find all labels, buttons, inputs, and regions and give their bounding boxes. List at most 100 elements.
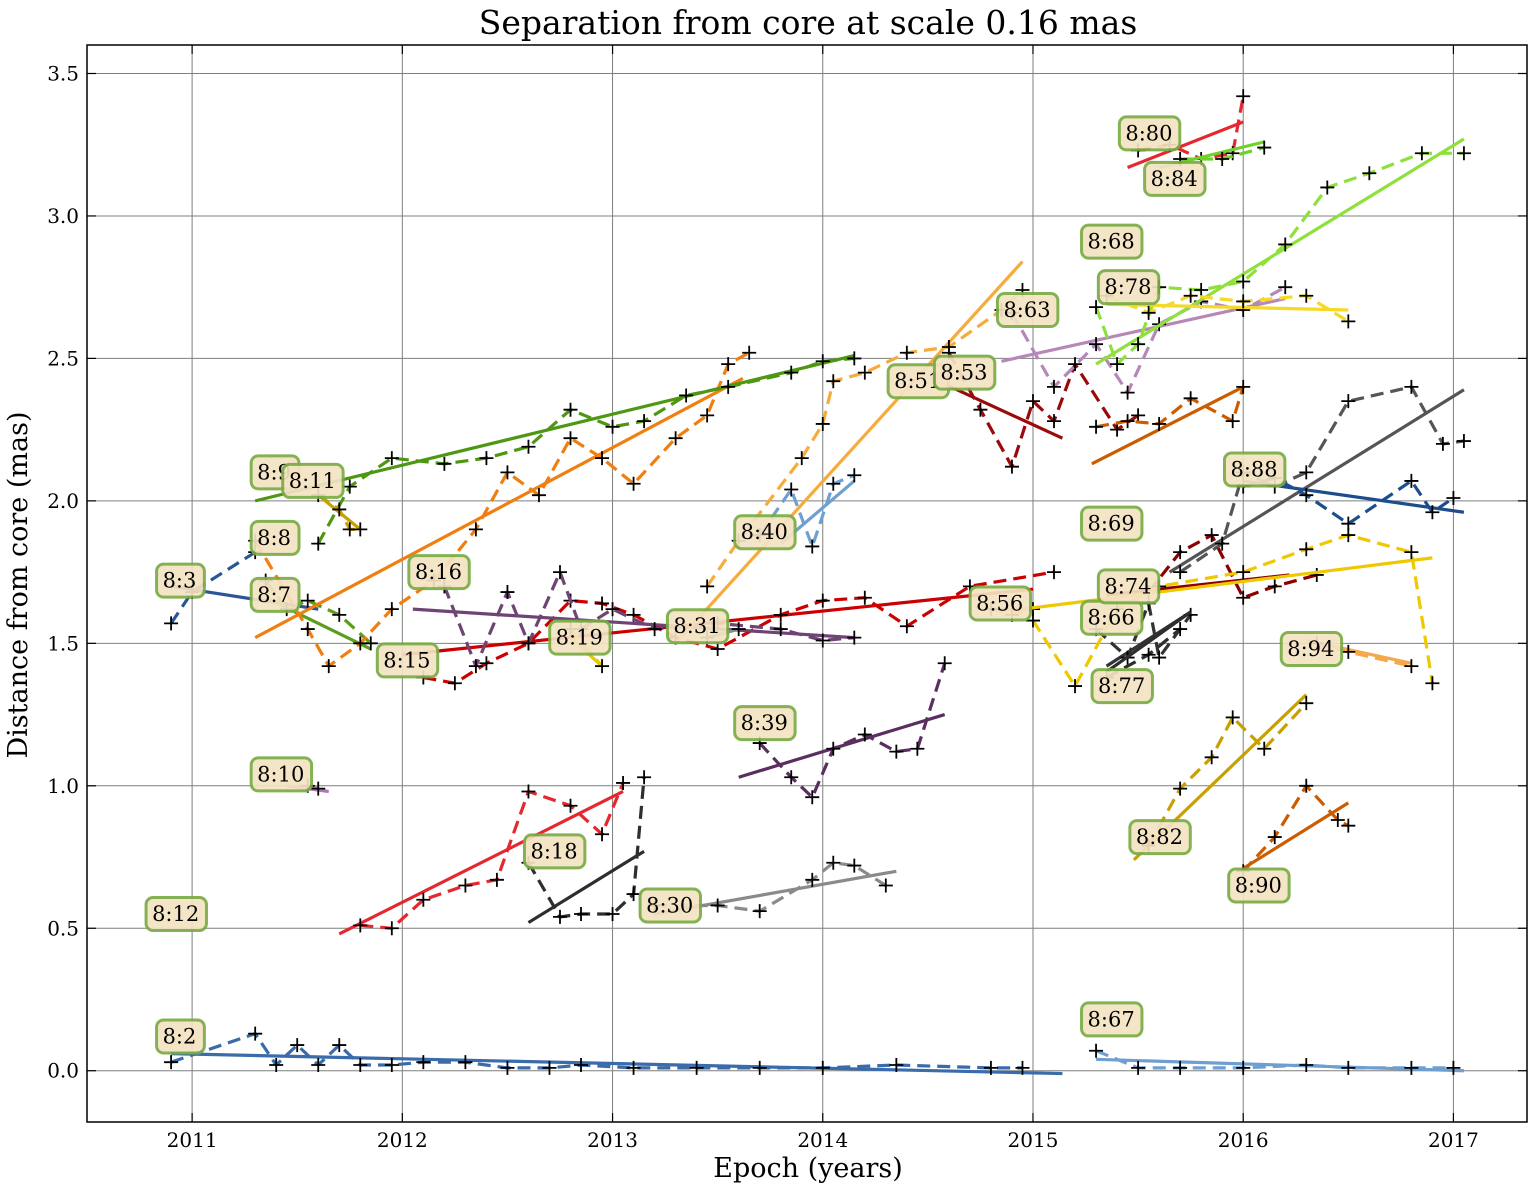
- series-label-box: [1117, 115, 1182, 152]
- data-point-marker: [321, 659, 336, 674]
- x-tick-label: 2011: [167, 1128, 218, 1152]
- data-point-marker: [1047, 414, 1062, 429]
- data-point-marker: [1173, 1060, 1188, 1075]
- series-8-90: [1236, 778, 1356, 879]
- series-label-box: [1227, 867, 1291, 904]
- x-axis-label: Epoch (years): [713, 1153, 903, 1184]
- data-point-marker: [1131, 408, 1146, 423]
- data-point-marker: [1299, 542, 1314, 557]
- data-point-marker: [531, 488, 546, 503]
- series-label-text: 8:74: [1104, 574, 1151, 598]
- data-point-marker: [1278, 237, 1293, 252]
- data-point-marker: [384, 602, 399, 617]
- data-point-marker: [857, 365, 872, 380]
- data-point-marker: [521, 784, 536, 799]
- data-point-marker: [542, 1060, 557, 1075]
- series-8-12: [338, 775, 631, 936]
- chart-title: Separation from core at scale 0.16 mas: [479, 3, 1138, 42]
- data-point-marker: [311, 536, 326, 551]
- data-point-marker: [1025, 613, 1040, 628]
- data-point-marker: [595, 596, 610, 611]
- data-point-marker: [847, 351, 862, 366]
- data-point-marker: [1047, 379, 1062, 394]
- data-point-marker: [1225, 414, 1240, 429]
- series-label-8-7: 8:7: [249, 576, 301, 613]
- series-8-67: [1089, 1043, 1464, 1075]
- series-dashed-line: [1147, 702, 1308, 847]
- data-point-marker: [574, 1058, 589, 1073]
- data-point-marker: [311, 781, 326, 796]
- data-point-marker: [983, 1060, 998, 1075]
- series-label-8-11: 8:11: [281, 462, 345, 499]
- data-point-marker: [552, 909, 567, 924]
- series-label-text: 8:69: [1088, 512, 1135, 536]
- series-label-text: 8:15: [383, 648, 430, 672]
- series-label-box: [995, 291, 1060, 328]
- data-point-marker: [1320, 180, 1335, 195]
- data-point-marker: [1131, 337, 1146, 352]
- y-tick-label: 2.0: [47, 489, 79, 513]
- data-point-marker: [1225, 710, 1240, 725]
- series-fit-line: [738, 713, 946, 779]
- data-point-marker: [1131, 1060, 1146, 1075]
- series-label-8-16: 8:16: [407, 554, 471, 591]
- data-point-marker: [1236, 274, 1251, 289]
- data-point-marker: [353, 522, 368, 537]
- series-dashed-line: [253, 351, 750, 668]
- series-label-8-30: 8:30: [638, 887, 702, 924]
- data-point-marker: [826, 741, 841, 756]
- data-point-marker: [1183, 288, 1198, 303]
- data-point-marker: [489, 872, 504, 887]
- data-point-marker: [1152, 650, 1167, 665]
- data-point-marker: [500, 585, 515, 600]
- y-axis-label: Distance from core (mas): [3, 412, 34, 759]
- data-point-marker: [889, 1058, 904, 1073]
- data-point-marker: [937, 656, 952, 671]
- data-point-marker: [1341, 644, 1356, 659]
- data-point-marker: [626, 476, 641, 491]
- series-8-16: [412, 565, 862, 674]
- data-point-marker: [1299, 488, 1314, 503]
- series-label-8-68: 8:68: [1080, 223, 1144, 260]
- series-label-box: [1279, 631, 1344, 668]
- data-point-marker: [805, 539, 820, 554]
- series-label-text: 8:11: [289, 469, 336, 493]
- data-point-marker: [742, 345, 757, 360]
- data-point-marker: [700, 408, 715, 423]
- series-fit-line: [1096, 1057, 1464, 1073]
- x-tick-label: 2014: [797, 1128, 848, 1152]
- series-dashed-line: [170, 1032, 1023, 1070]
- series-8-53: [937, 345, 1146, 474]
- series-fit-line: [254, 376, 744, 640]
- series-fit-line: [1106, 302, 1349, 312]
- series-dashed-line: [758, 662, 947, 799]
- data-point-marker: [1173, 545, 1188, 560]
- series-label-box: [932, 354, 997, 391]
- series-label-8-80: 8:80: [1117, 115, 1182, 152]
- data-point-marker: [889, 744, 904, 759]
- series-fit-line: [937, 379, 1064, 440]
- data-point-marker: [458, 1055, 473, 1070]
- data-point-marker: [342, 479, 357, 494]
- data-point-marker: [1215, 536, 1230, 551]
- data-point-marker: [826, 374, 841, 389]
- data-point-marker: [1425, 676, 1440, 691]
- data-point-marker: [700, 579, 715, 594]
- data-point-marker: [847, 630, 862, 645]
- data-point-marker: [616, 775, 631, 790]
- data-point-marker: [384, 921, 399, 936]
- y-tick-label: 0.5: [47, 916, 79, 940]
- data-point-marker: [773, 607, 788, 622]
- series-dashed-line: [758, 473, 855, 549]
- data-point-marker: [479, 656, 494, 671]
- y-tick-label: 2.5: [47, 346, 79, 370]
- data-point-marker: [1215, 151, 1230, 166]
- data-point-marker: [353, 918, 368, 933]
- series-label-text: 8:90: [1235, 874, 1282, 898]
- data-point-marker: [1299, 288, 1314, 303]
- series-fit-line: [171, 1052, 1063, 1076]
- data-point-marker: [300, 622, 315, 637]
- series-label-text: 8:7: [257, 583, 291, 607]
- series-labels: 8:28:38:78:88:98:108:118:128:158:168:188…: [144, 115, 1344, 1055]
- series-label-text: 8:2: [163, 1025, 197, 1049]
